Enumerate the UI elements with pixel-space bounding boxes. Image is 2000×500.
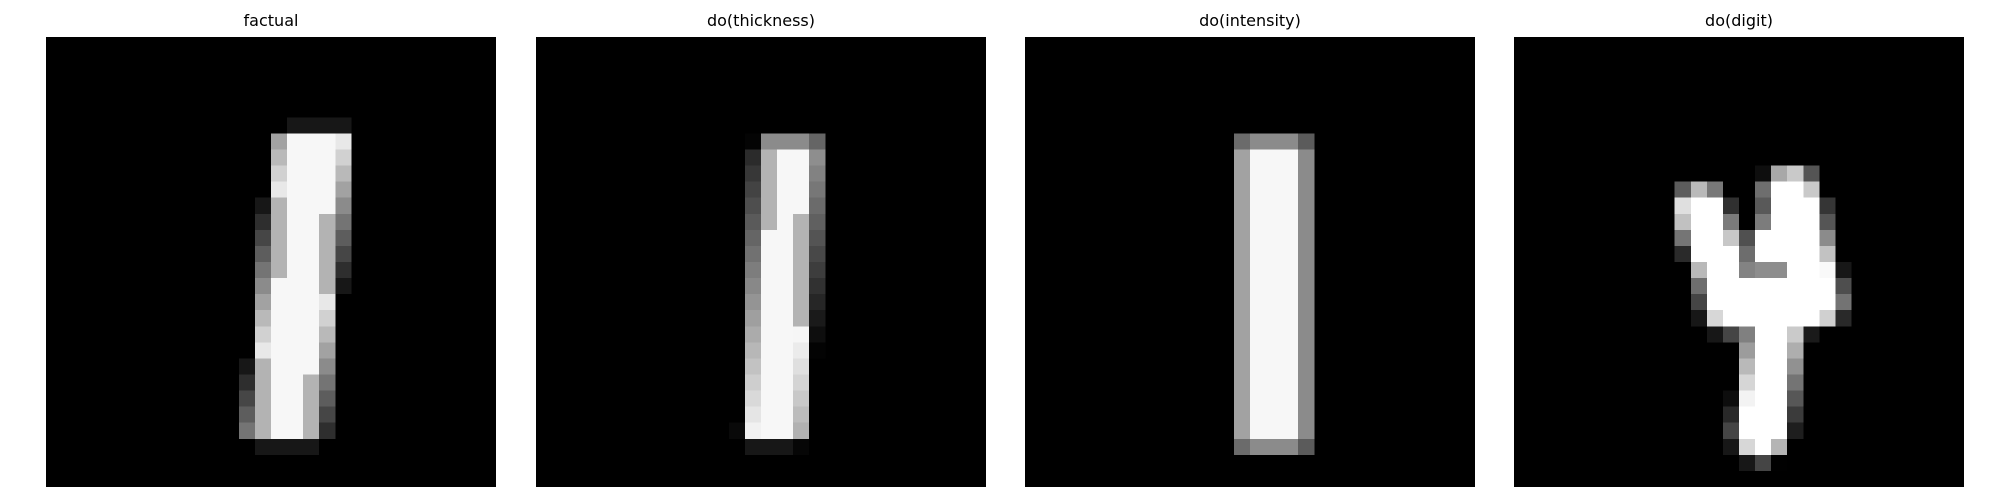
digit-image-do-digit (1514, 37, 1964, 487)
panel-do-digit: do(digit) (1514, 0, 1964, 500)
panel-do-intensity: do(intensity) (1025, 0, 1475, 500)
panel-title-factual: factual (243, 11, 299, 30)
digit-image-do-thickness (536, 37, 986, 487)
panel-title-do-thickness: do(thickness) (706, 11, 815, 30)
digit-image-factual (46, 37, 496, 487)
panel-title-do-digit: do(digit) (1705, 11, 1773, 30)
digit-image-do-intensity (1025, 37, 1475, 487)
panel-title-do-intensity: do(intensity) (1199, 11, 1301, 30)
panel-do-thickness: do(thickness) (536, 0, 986, 500)
panel-factual: factual (46, 0, 496, 500)
